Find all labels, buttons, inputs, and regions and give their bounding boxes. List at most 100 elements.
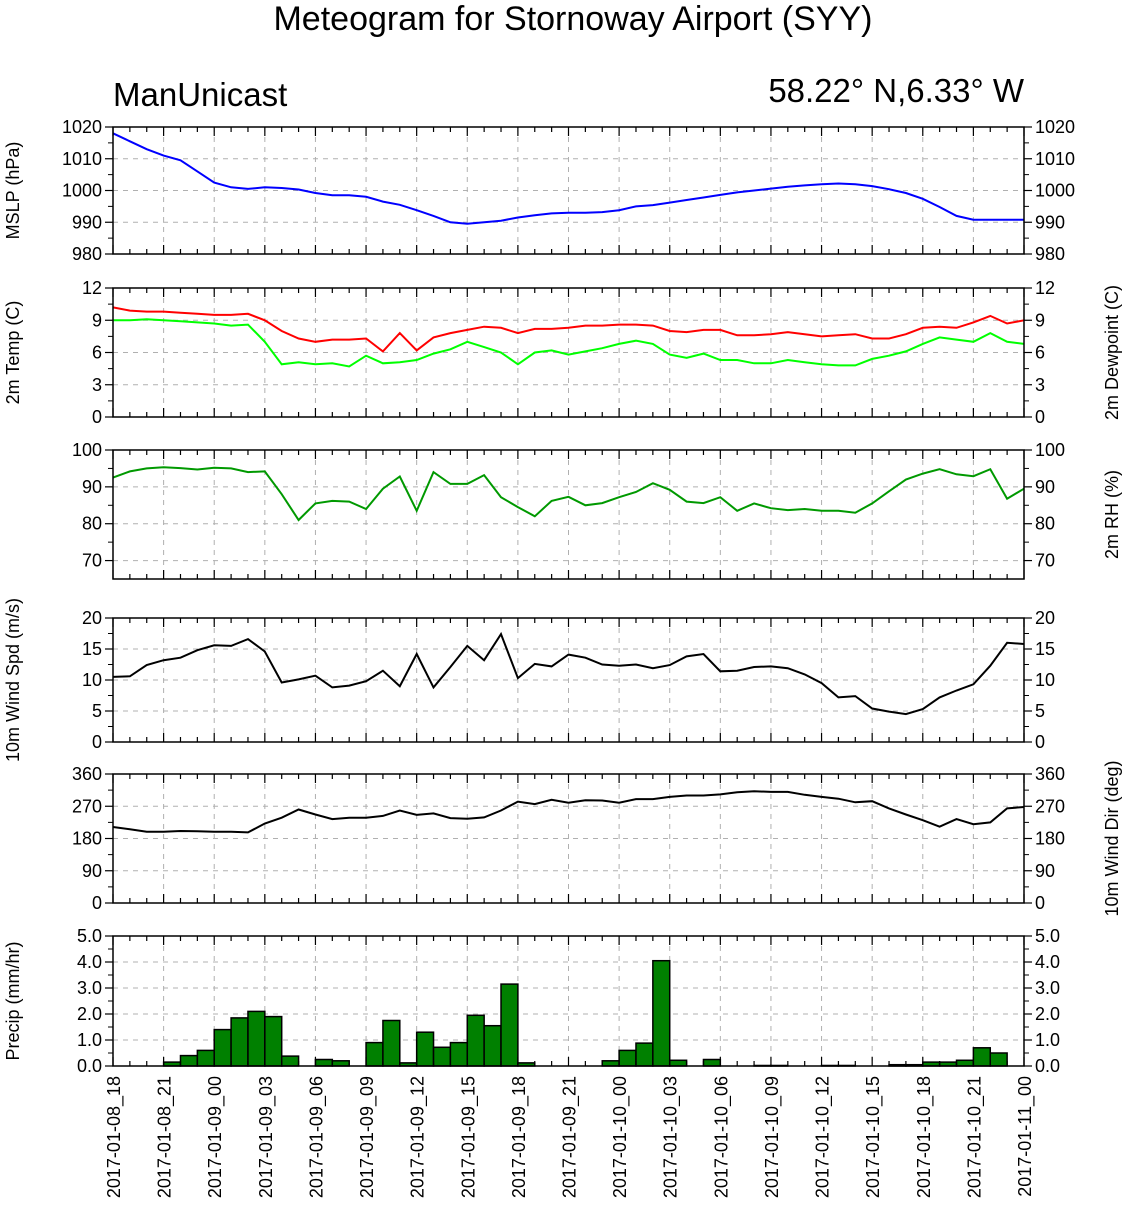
series-line-0 <box>112 306 1025 353</box>
y-tick-label-right: 1000 <box>1035 181 1075 201</box>
precip-bar <box>652 959 671 1067</box>
precip-bar <box>196 1049 215 1067</box>
precip-bar <box>955 1059 975 1067</box>
precip-bar <box>179 1054 199 1067</box>
y-tick-label-right: 100 <box>1035 440 1065 460</box>
y-tick-label-left: 1010 <box>62 149 102 169</box>
y-tick-label-left: 360 <box>72 764 102 784</box>
y-tick-label-right: 990 <box>1035 212 1065 232</box>
y-tick-label-right: 4.0 <box>1035 952 1060 972</box>
y-axis-label-right: 2m Dewpoint (C) <box>1102 285 1122 420</box>
y-tick-label-right: 2.0 <box>1035 1004 1060 1024</box>
precip-bar <box>365 1041 384 1067</box>
y-tick-label-right: 0 <box>1035 732 1045 752</box>
y-tick-label-right: 5.0 <box>1035 926 1060 946</box>
y-tick-label-right: 180 <box>1035 829 1065 849</box>
x-tick-label: 2017-01-11_00 <box>1015 1076 1036 1197</box>
x-tick-label: 2017-01-10_18 <box>914 1076 935 1198</box>
precip-bar <box>213 1028 232 1067</box>
precip-bar <box>635 1042 654 1067</box>
x-tick-label: 2017-01-09_12 <box>408 1076 429 1198</box>
y-tick-label-left: 20 <box>82 608 102 628</box>
precip-bar <box>668 1059 688 1067</box>
y-tick-label-right: 12 <box>1035 278 1055 298</box>
precip-bar <box>500 983 519 1067</box>
y-tick-label-left: 3 <box>92 375 102 395</box>
series-line-1 <box>113 318 1025 368</box>
y-tick-label-left: 6 <box>92 343 102 363</box>
x-tick-label: 2017-01-09_15 <box>458 1076 479 1198</box>
y-tick-label-left: 1.0 <box>77 1030 102 1050</box>
x-tick-label: 2017-01-09_03 <box>256 1076 277 1198</box>
precip-bar <box>382 1019 401 1067</box>
precip-bar <box>601 1060 620 1067</box>
y-tick-label-right: 20 <box>1035 608 1055 628</box>
y-tick-label-left: 80 <box>82 514 102 534</box>
x-tick-label: 2017-01-10_06 <box>711 1076 732 1198</box>
y-tick-label-left: 90 <box>82 477 102 497</box>
y-tick-label-right: 80 <box>1035 514 1055 534</box>
y-tick-label-left: 4.0 <box>77 952 102 972</box>
y-tick-label-right: 15 <box>1035 639 1055 659</box>
y-tick-label-right: 5 <box>1035 701 1045 721</box>
y-tick-label-right: 0 <box>1035 407 1045 427</box>
y-tick-label-right: 3 <box>1035 375 1045 395</box>
y-axis-label-left: MSLP (hPa) <box>3 142 23 240</box>
y-tick-label-right: 9 <box>1035 310 1045 330</box>
x-tick-label: 2017-01-10_21 <box>964 1076 985 1198</box>
panel-3: 0 0 5 5 10 10 15 15 20 20 10m Wind Spd (m/s) <box>3 598 1055 762</box>
series-line-0 <box>112 631 1025 716</box>
y-axis-label-left: 2m Temp (C) <box>3 301 23 405</box>
y-tick-label-left: 0 <box>92 407 102 427</box>
series-line-0 <box>112 790 1025 834</box>
panel-5: 0.0 0.0 1.0 1.0 2.0 2.0 3.0 3.0 4.0 4.0 5.0 5.0 Prec… <box>3 926 1060 1076</box>
y-axis-label-right: 10m Wind Dir (deg) <box>1102 760 1122 916</box>
precip-bar <box>989 1052 1008 1067</box>
y-tick-label-right: 90 <box>1035 861 1055 881</box>
y-tick-label-left: 9 <box>92 310 102 330</box>
precip-bar <box>702 1058 722 1067</box>
precip-bar <box>432 1046 452 1067</box>
y-tick-label-left: 1000 <box>62 181 102 201</box>
x-tick-label: 2017-01-10_00 <box>610 1076 631 1198</box>
y-tick-label-right: 3.0 <box>1035 978 1060 998</box>
y-tick-label-left: 15 <box>82 639 102 659</box>
precip-bar <box>264 1015 283 1067</box>
panel-0: 980 980 990 990 1000 1000 1010 1010 1020 1020 MSLP… <box>3 117 1075 264</box>
x-tick-label: 2017-01-09_06 <box>306 1076 327 1198</box>
y-tick-label-right: 980 <box>1035 244 1065 264</box>
precip-bar <box>618 1049 637 1067</box>
x-tick-label: 2017-01-08_21 <box>155 1076 176 1198</box>
y-tick-label-left: 180 <box>72 829 102 849</box>
precip-bar <box>466 1014 485 1067</box>
y-tick-label-right: 270 <box>1035 796 1065 816</box>
y-tick-label-right: 360 <box>1035 764 1065 784</box>
y-tick-label-left: 980 <box>72 244 102 264</box>
y-tick-label-left: 0 <box>92 732 102 752</box>
y-axis-label-right: 2m RH (%) <box>1102 470 1122 559</box>
x-tick-label: 2017-01-10_09 <box>762 1076 783 1198</box>
x-tick-label: 2017-01-09_18 <box>509 1076 530 1198</box>
series-line-0 <box>112 132 1024 225</box>
y-tick-label-left: 1020 <box>62 117 102 137</box>
y-tick-label-left: 90 <box>82 861 102 881</box>
y-axis-label-left: Precip (mm/hr) <box>3 941 23 1060</box>
y-tick-label-right: 1.0 <box>1035 1030 1060 1050</box>
precip-bar <box>230 1017 249 1067</box>
precip-bar <box>247 1010 266 1067</box>
y-tick-label-left: 0 <box>92 893 102 913</box>
subtitle-right: 58.22° N,6.33° W <box>768 72 1025 109</box>
y-axis-label-left: 10m Wind Spd (m/s) <box>3 598 23 762</box>
y-tick-label-left: 5.0 <box>77 926 102 946</box>
precip-bar <box>972 1047 992 1067</box>
precip-bar <box>280 1055 300 1067</box>
subtitle-left: ManUnicast <box>113 76 287 113</box>
precip-bar <box>449 1041 469 1067</box>
panel-1: 0 0 3 3 6 6 9 9 12 12 2m Temp (C) 2m Dewpoint (C) <box>3 278 1122 427</box>
y-tick-label-left: 10 <box>82 670 102 690</box>
y-tick-label-left: 12 <box>82 278 102 298</box>
y-tick-label-right: 90 <box>1035 477 1055 497</box>
x-tick-label: 2017-01-09_09 <box>357 1076 378 1198</box>
precip-bar <box>415 1031 435 1067</box>
